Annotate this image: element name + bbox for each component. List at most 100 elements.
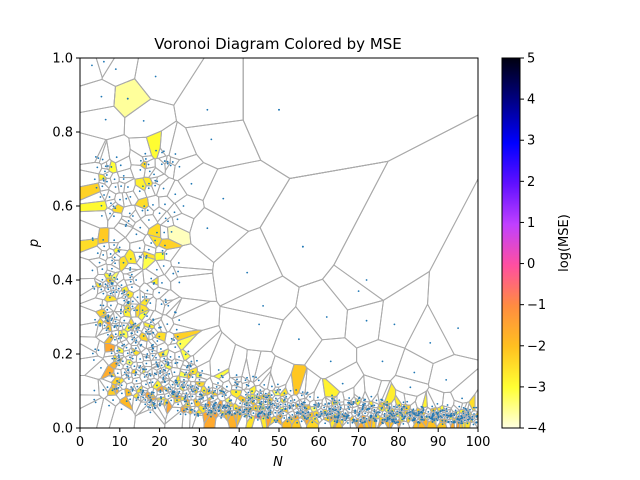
data-point [172, 272, 175, 275]
voronoi-cell [151, 346, 158, 352]
voronoi-edge [422, 417, 429, 428]
voronoi-cell [95, 324, 103, 338]
data-point [127, 220, 130, 222]
data-point [128, 361, 131, 364]
x-tick-label: 20 [151, 435, 168, 450]
voronoi-cell [95, 290, 108, 300]
data-point [279, 410, 282, 413]
data-point [365, 319, 368, 322]
data-point [176, 409, 179, 412]
data-point [414, 417, 417, 420]
voronoi-cell [150, 276, 159, 286]
data-point [147, 406, 149, 408]
voronoi-edge [241, 380, 251, 391]
data-point [152, 391, 155, 394]
data-point [218, 409, 221, 412]
voronoi-cell [159, 289, 180, 302]
voronoi-edge [141, 360, 153, 368]
data-point [235, 386, 238, 389]
voronoi-cell [325, 361, 364, 393]
data-point [375, 412, 378, 414]
data-point [210, 409, 213, 412]
data-point [247, 396, 250, 399]
data-point [125, 223, 128, 226]
voronoi-cell [271, 306, 323, 365]
data-point [331, 394, 333, 397]
data-point [200, 393, 203, 396]
data-point [150, 242, 153, 244]
data-point [459, 417, 462, 420]
data-point [253, 399, 255, 402]
voronoi-edge [218, 370, 231, 384]
data-point [158, 212, 161, 215]
data-point [374, 414, 377, 416]
voronoi-cell [167, 225, 191, 246]
voronoi-cell [426, 390, 436, 410]
data-point [158, 291, 161, 294]
data-point [264, 400, 267, 403]
data-point [335, 401, 338, 404]
data-point [338, 403, 341, 406]
data-point [114, 186, 117, 188]
data-point [136, 331, 139, 333]
data-point [142, 185, 144, 188]
data-point [473, 413, 475, 415]
data-point [348, 408, 351, 411]
data-point [260, 400, 263, 403]
data-point [159, 370, 162, 372]
data-point [109, 212, 111, 215]
colorbar [501, 57, 521, 429]
data-point [136, 385, 139, 388]
data-point [247, 399, 250, 402]
data-point [113, 239, 116, 242]
data-point [155, 356, 157, 359]
voronoi-cell [156, 147, 166, 159]
data-point [96, 166, 99, 169]
data-point [127, 293, 130, 296]
data-point [262, 395, 265, 398]
data-point [163, 357, 166, 360]
data-point [166, 323, 169, 326]
voronoi-cell [450, 368, 478, 404]
voronoi-cell [80, 200, 108, 212]
voronoi-edge [452, 410, 457, 416]
data-point [290, 418, 293, 421]
data-point [204, 403, 207, 406]
voronoi-edge [163, 382, 172, 391]
data-point [305, 393, 308, 395]
voronoi-edge [362, 401, 370, 407]
voronoi-cell [389, 420, 394, 428]
data-point [169, 355, 172, 358]
data-point [422, 408, 425, 410]
data-point [154, 239, 156, 242]
data-point [262, 305, 264, 307]
data-point [125, 400, 128, 403]
data-point [339, 406, 342, 409]
data-point [214, 402, 216, 405]
data-point [110, 352, 113, 355]
data-point [475, 421, 478, 424]
colorbar-tick-label: 5 [527, 52, 535, 67]
voronoi-cell [111, 271, 120, 281]
data-point [391, 415, 394, 417]
voronoi-cell [103, 306, 114, 313]
data-point [471, 415, 474, 418]
data-point [245, 393, 247, 396]
y-tick-label: 0.6 [52, 200, 73, 215]
voronoi-edge [446, 418, 451, 425]
data-point [183, 381, 186, 384]
data-point [173, 211, 176, 214]
data-point [155, 373, 158, 376]
data-point [110, 166, 113, 168]
voronoi-edge [250, 393, 256, 401]
data-point [135, 380, 138, 382]
data-point [113, 276, 116, 279]
data-point [176, 335, 179, 338]
voronoi-edge [152, 387, 158, 399]
voronoi-cell [342, 387, 355, 401]
data-point [141, 368, 144, 370]
data-point [129, 280, 132, 283]
data-point [431, 405, 434, 408]
voronoi-cell [210, 376, 224, 387]
